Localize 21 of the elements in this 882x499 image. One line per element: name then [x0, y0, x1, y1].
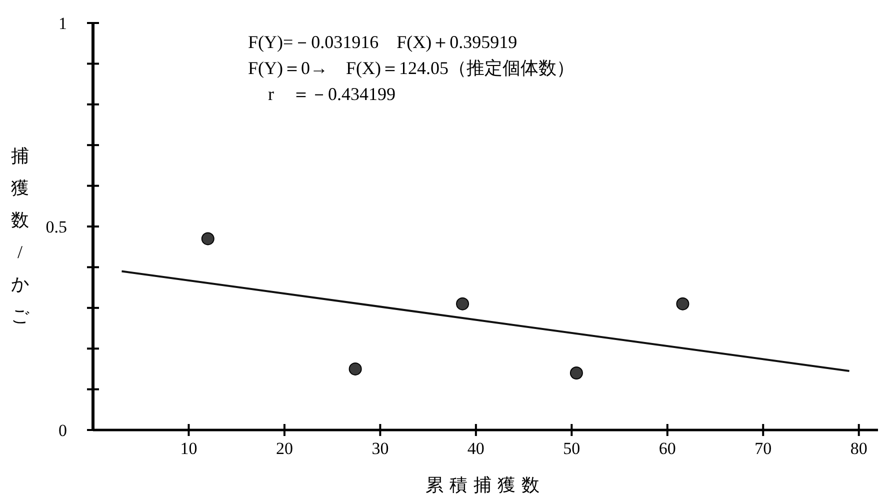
- y-tick-label: 0.5: [46, 217, 67, 236]
- annotation: r ＝－0.434199: [268, 84, 396, 104]
- point: [570, 366, 583, 380]
- x-tick-label: 20: [276, 439, 293, 458]
- x-tick-label: 60: [658, 439, 676, 458]
- x-tick-label: 80: [850, 439, 868, 458]
- x-axis-title: 累積捕獲数: [426, 475, 546, 495]
- x-tick-label: 10: [180, 439, 198, 458]
- y-tick-label: 1: [58, 14, 67, 33]
- x-tick-label: 70: [754, 439, 772, 458]
- x-tick-label: 30: [372, 439, 389, 458]
- x-tick-label: 50: [563, 439, 580, 458]
- y-tick-label: 0: [58, 420, 67, 440]
- point: [456, 297, 470, 310]
- annotation: F(Y)＝0→ F(X)＝124.05（推定個体数）: [248, 58, 574, 78]
- point: [676, 297, 690, 310]
- point: [348, 362, 362, 376]
- x-tick-label: 40: [467, 439, 484, 458]
- annotation: F(Y)=－0.031916 F(X)＋0.395919: [248, 32, 518, 52]
- y-axis-title: 捕獲数/かご: [11, 146, 30, 326]
- point: [201, 232, 214, 246]
